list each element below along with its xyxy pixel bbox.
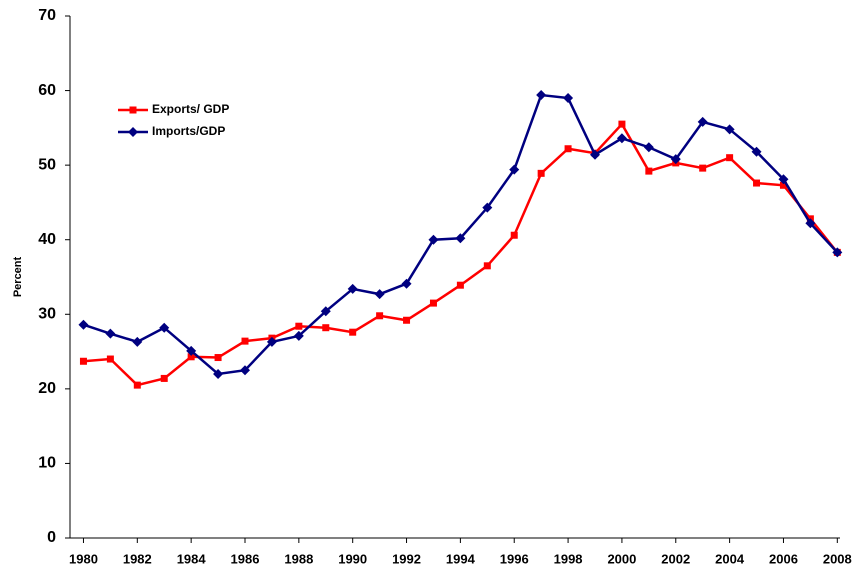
marker xyxy=(778,174,789,185)
x-tick-label: 1988 xyxy=(284,551,313,566)
marker xyxy=(536,90,547,101)
x-tick-label: 2000 xyxy=(607,551,636,566)
marker xyxy=(376,312,384,320)
x-tick-label: 2002 xyxy=(661,551,690,566)
marker xyxy=(779,181,787,189)
marker xyxy=(455,233,466,244)
marker xyxy=(401,278,412,289)
marker xyxy=(160,374,168,382)
marker xyxy=(537,169,545,177)
marker xyxy=(563,93,574,104)
marker xyxy=(78,319,89,330)
marker xyxy=(214,354,222,362)
x-tick-label: 1998 xyxy=(554,551,583,566)
marker xyxy=(751,146,762,157)
marker xyxy=(213,368,224,379)
marker xyxy=(699,164,707,172)
marker xyxy=(132,336,143,347)
marker xyxy=(645,167,653,175)
legend-label: Exports/ GDP xyxy=(152,102,229,116)
marker xyxy=(349,328,357,336)
y-tick-label: 0 xyxy=(47,529,56,546)
marker xyxy=(483,262,491,270)
x-tick-label: 2006 xyxy=(769,551,798,566)
marker xyxy=(374,289,385,300)
marker xyxy=(482,202,493,213)
marker xyxy=(456,281,464,289)
series-line xyxy=(83,122,839,387)
y-tick-label: 70 xyxy=(38,7,56,24)
marker xyxy=(106,355,114,363)
marker xyxy=(564,145,572,153)
marker xyxy=(133,381,141,389)
x-tick-label: 1980 xyxy=(69,551,98,566)
marker xyxy=(403,316,411,324)
y-tick-label: 20 xyxy=(38,380,56,397)
x-tick-label: 2008 xyxy=(823,551,852,566)
x-tick-label: 1992 xyxy=(392,551,421,566)
x-tick-label: 1982 xyxy=(123,551,152,566)
legend-label: Imports/GDP xyxy=(152,124,225,138)
y-tick-label: 10 xyxy=(38,455,56,472)
marker xyxy=(347,283,358,294)
marker xyxy=(618,120,626,128)
marker xyxy=(186,345,197,356)
y-tick-label: 40 xyxy=(38,231,56,248)
marker xyxy=(832,247,843,258)
legend-marker xyxy=(128,127,138,137)
marker xyxy=(509,164,520,175)
marker xyxy=(293,330,304,341)
marker xyxy=(697,116,708,127)
marker xyxy=(724,124,735,135)
marker xyxy=(753,179,761,187)
y-tick-label: 60 xyxy=(38,82,56,99)
x-tick-label: 1984 xyxy=(177,551,207,566)
marker xyxy=(187,353,195,361)
marker xyxy=(322,324,330,332)
x-tick-label: 2004 xyxy=(715,551,745,566)
marker xyxy=(266,336,277,347)
marker xyxy=(159,322,170,333)
marker xyxy=(320,306,331,317)
x-tick-label: 1996 xyxy=(500,551,529,566)
x-tick-label: 1994 xyxy=(446,551,476,566)
marker xyxy=(616,133,627,144)
y-tick-label: 30 xyxy=(38,306,56,323)
y-axis-label: Percent xyxy=(12,256,24,297)
marker xyxy=(105,328,116,339)
x-tick-label: 1990 xyxy=(338,551,367,566)
marker xyxy=(79,357,87,365)
marker xyxy=(429,299,437,307)
marker xyxy=(643,142,654,153)
x-tick-label: 1986 xyxy=(231,551,260,566)
marker xyxy=(241,337,249,345)
legend-marker xyxy=(129,106,137,114)
marker xyxy=(510,231,518,239)
y-tick-label: 50 xyxy=(38,156,56,173)
marker xyxy=(590,149,600,160)
marker xyxy=(295,322,303,330)
marker xyxy=(805,218,816,229)
marker xyxy=(670,154,681,165)
marker xyxy=(240,365,250,376)
marker xyxy=(726,154,734,162)
marker xyxy=(428,234,439,245)
